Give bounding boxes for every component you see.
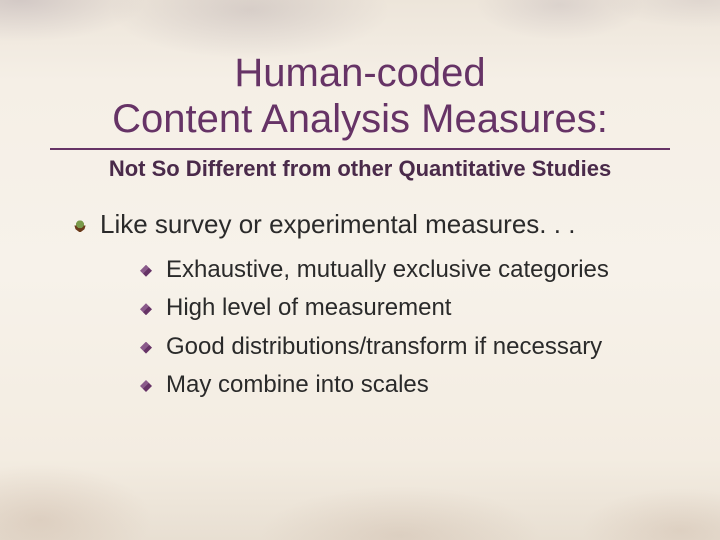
slide: Human-coded Content Analysis Measures: N…	[0, 0, 720, 540]
title-main: Human-coded Content Analysis Measures:	[50, 50, 670, 142]
title-subtitle: Not So Different from other Quantitative…	[50, 156, 670, 182]
list-item-text: Exhaustive, mutually exclusive categorie…	[166, 256, 609, 283]
list-item: High level of measurement	[140, 292, 670, 324]
list-item: Like survey or experimental measures. . …	[72, 208, 670, 401]
list-item-text: Good distributions/transform if necessar…	[166, 333, 602, 360]
title-block: Human-coded Content Analysis Measures: N…	[50, 50, 670, 182]
title-line-2: Content Analysis Measures:	[112, 97, 608, 141]
list-item-text: Like survey or experimental measures. . …	[100, 209, 575, 239]
bullet-list-level-1: Like survey or experimental measures. . …	[72, 208, 670, 401]
title-line-1: Human-coded	[234, 51, 485, 95]
list-item: Good distributions/transform if necessar…	[140, 331, 670, 363]
list-item-text: May combine into scales	[166, 371, 429, 398]
title-underline	[50, 148, 670, 150]
list-item-text: High level of measurement	[166, 294, 451, 321]
list-item: Exhaustive, mutually exclusive categorie…	[140, 254, 670, 286]
body-content: Like survey or experimental measures. . …	[50, 208, 670, 415]
bullet-list-level-2: Exhaustive, mutually exclusive categorie…	[100, 254, 670, 402]
list-item: May combine into scales	[140, 369, 670, 401]
